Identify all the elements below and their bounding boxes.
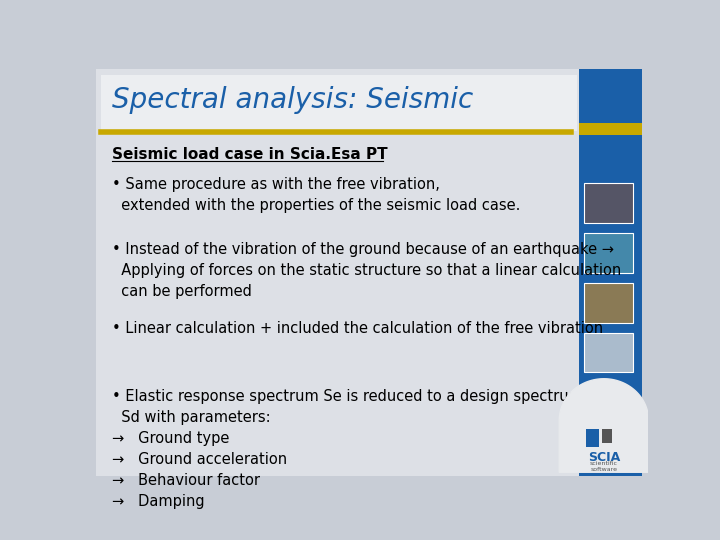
FancyBboxPatch shape — [602, 429, 612, 443]
Polygon shape — [559, 379, 649, 472]
FancyBboxPatch shape — [584, 283, 633, 322]
FancyBboxPatch shape — [96, 69, 642, 476]
Text: Seismic load case in Scia.Esa PT: Seismic load case in Scia.Esa PT — [112, 147, 388, 161]
Text: • Same procedure as with the free vibration,
  extended with the properties of t: • Same procedure as with the free vibrat… — [112, 177, 521, 213]
FancyBboxPatch shape — [101, 75, 577, 472]
FancyBboxPatch shape — [585, 429, 600, 447]
FancyBboxPatch shape — [584, 183, 633, 223]
FancyBboxPatch shape — [101, 75, 577, 131]
FancyBboxPatch shape — [584, 333, 633, 373]
FancyBboxPatch shape — [580, 69, 642, 476]
Text: • Instead of the vibration of the ground because of an earthquake →
  Applying o: • Instead of the vibration of the ground… — [112, 241, 621, 299]
Text: • Linear calculation + included the calculation of the free vibration: • Linear calculation + included the calc… — [112, 321, 603, 335]
Text: Spectral analysis: Seismic: Spectral analysis: Seismic — [112, 86, 474, 114]
Text: SCIA: SCIA — [588, 451, 620, 464]
Text: • Elastic response spectrum Se is reduced to a design spectrum
  Sd with paramet: • Elastic response spectrum Se is reduce… — [112, 389, 583, 509]
FancyBboxPatch shape — [584, 233, 633, 273]
Text: scientific
software: scientific software — [590, 461, 618, 472]
FancyBboxPatch shape — [580, 123, 642, 134]
